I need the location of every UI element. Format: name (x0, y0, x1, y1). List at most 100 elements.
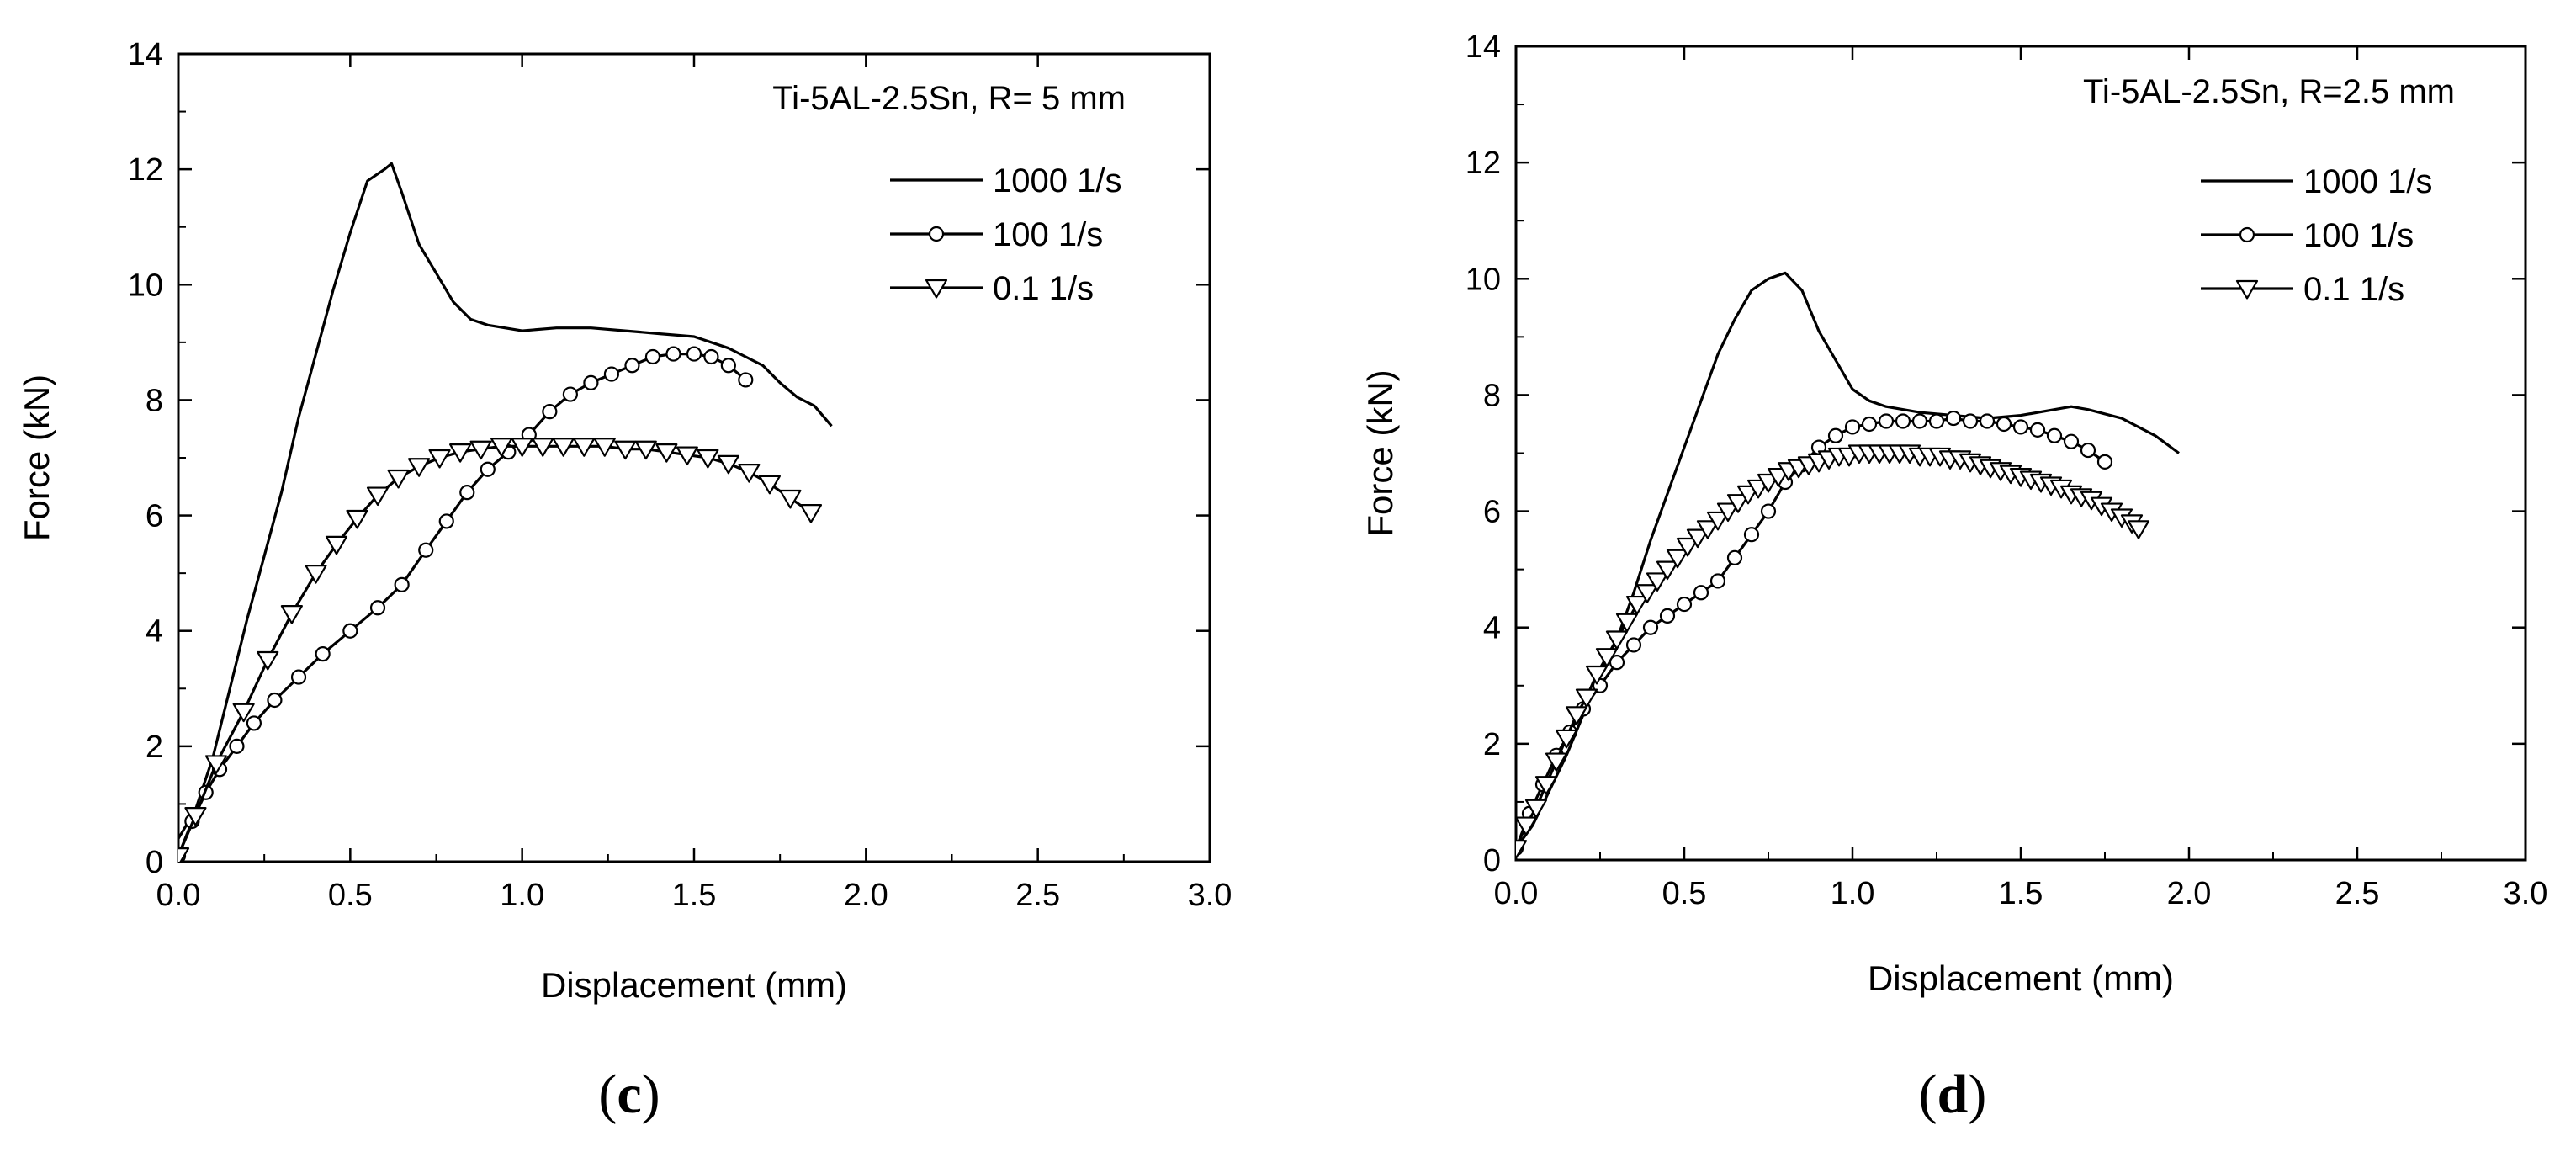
data-point (387, 469, 410, 489)
data-point (459, 485, 475, 501)
data-point (418, 542, 434, 558)
data-point (1642, 619, 1659, 635)
data-point (644, 348, 661, 365)
data-point (1911, 413, 1928, 429)
legend-label: 1000 1/s (2303, 163, 2432, 200)
data-point (1693, 585, 1709, 601)
data-point (738, 372, 754, 388)
data-point (232, 703, 255, 723)
data-point (1575, 688, 1598, 709)
chart-panel-d: 0.0 0.5 1.0 1.5 2.0 2.5 3.0 0 2 4 6 8 10 12 14 Displace… (1360, 29, 2547, 998)
data-point (490, 438, 513, 457)
data-point (799, 504, 823, 523)
data-point (346, 509, 368, 529)
y-tick-label: 6 (146, 499, 163, 534)
data-point (325, 535, 348, 555)
legend-label: 100 1/s (2303, 217, 2414, 254)
data-point (1878, 413, 1895, 429)
data-point (394, 576, 410, 592)
data-point (573, 438, 596, 457)
data-point (257, 650, 279, 671)
x-tick-label: 3.0 (1188, 878, 1232, 913)
y-tick-label: 10 (1466, 262, 1501, 297)
y-tick-label: 12 (1466, 146, 1501, 181)
x-tick-label: 0.0 (1494, 876, 1539, 911)
data-point (366, 486, 390, 507)
x-tick-label: 1.0 (500, 878, 544, 913)
legend-marker (2239, 226, 2255, 243)
data-point (1545, 752, 1568, 772)
x-tick-label: 1.5 (1999, 876, 2043, 911)
data-point (552, 438, 575, 457)
data-point (1615, 613, 1639, 633)
legend-label: 1000 1/s (993, 162, 1121, 199)
data-point (1666, 549, 1689, 569)
y-tick-label: 4 (146, 614, 163, 650)
data-point (1516, 840, 1528, 859)
data-point (697, 449, 719, 469)
x-axis-title: Displacement (mm) (541, 965, 847, 1005)
data-point (655, 443, 678, 463)
data-point (1676, 596, 1693, 613)
data-point (665, 346, 681, 362)
data-point (1706, 511, 1730, 531)
legend-label: 100 1/s (993, 216, 1103, 253)
legend-marker (925, 279, 948, 299)
data-point (2096, 454, 2113, 470)
series-line-1000-1-s (1516, 271, 2180, 850)
data-point (342, 623, 358, 639)
data-point (1659, 608, 1676, 624)
data-point (779, 489, 802, 509)
data-point (1686, 528, 1709, 549)
data-point (1555, 729, 1578, 749)
data-point (1827, 427, 1844, 443)
series-line-0-1-1-s (178, 444, 812, 857)
legend: 1000 1/s 100 1/s 0.1 1/s (890, 162, 1121, 307)
data-point (532, 438, 554, 457)
data-point (246, 715, 262, 731)
chart-panel-c: 0.0 0.5 1.0 1.5 2.0 2.5 3.0 0 2 4 6 8 10 12 14 Displace… (17, 37, 1232, 1005)
data-point (738, 464, 761, 483)
data-point (624, 358, 640, 374)
data-point (407, 458, 431, 477)
data-point (1726, 549, 1743, 565)
data-point (1605, 630, 1629, 650)
data-point (1709, 573, 1726, 589)
data-point (1625, 637, 1642, 653)
y-tick-label: 12 (128, 152, 163, 188)
legend-marker (2235, 279, 2259, 300)
data-point (1516, 816, 1538, 836)
data-point (1979, 413, 1996, 429)
data-point (229, 738, 245, 754)
data-point (315, 646, 331, 662)
data-point (593, 438, 616, 457)
series-line-100-1-s (178, 353, 747, 857)
y-tick-label: 14 (128, 37, 163, 72)
data-point (1760, 503, 1777, 519)
data-point (469, 440, 492, 460)
x-tick-label: 0.0 (156, 878, 201, 913)
x-tick-label: 2.0 (844, 878, 888, 913)
data-point (1625, 595, 1649, 615)
data-point (1844, 419, 1861, 435)
data-point (267, 692, 283, 709)
data-point (1696, 520, 1720, 539)
data-point (1716, 502, 1740, 523)
data-point (1656, 560, 1679, 581)
data-point (1595, 648, 1619, 667)
data-point (542, 404, 558, 420)
data-point (603, 366, 620, 382)
data-point (280, 605, 303, 624)
data-point (2012, 419, 2029, 435)
y-axis-title: Force (kN) (1360, 369, 1400, 536)
data-point (703, 348, 719, 365)
legend: 1000 1/s 100 1/s 0.1 1/s (2201, 163, 2432, 308)
data-point (1726, 494, 1750, 513)
y-tick-label: 8 (1483, 378, 1501, 413)
data-point (511, 438, 533, 457)
data-point (676, 446, 698, 466)
panel-label-c: (c) (598, 1064, 660, 1125)
x-tick-label: 2.0 (2167, 876, 2212, 911)
data-point (1646, 572, 1669, 592)
